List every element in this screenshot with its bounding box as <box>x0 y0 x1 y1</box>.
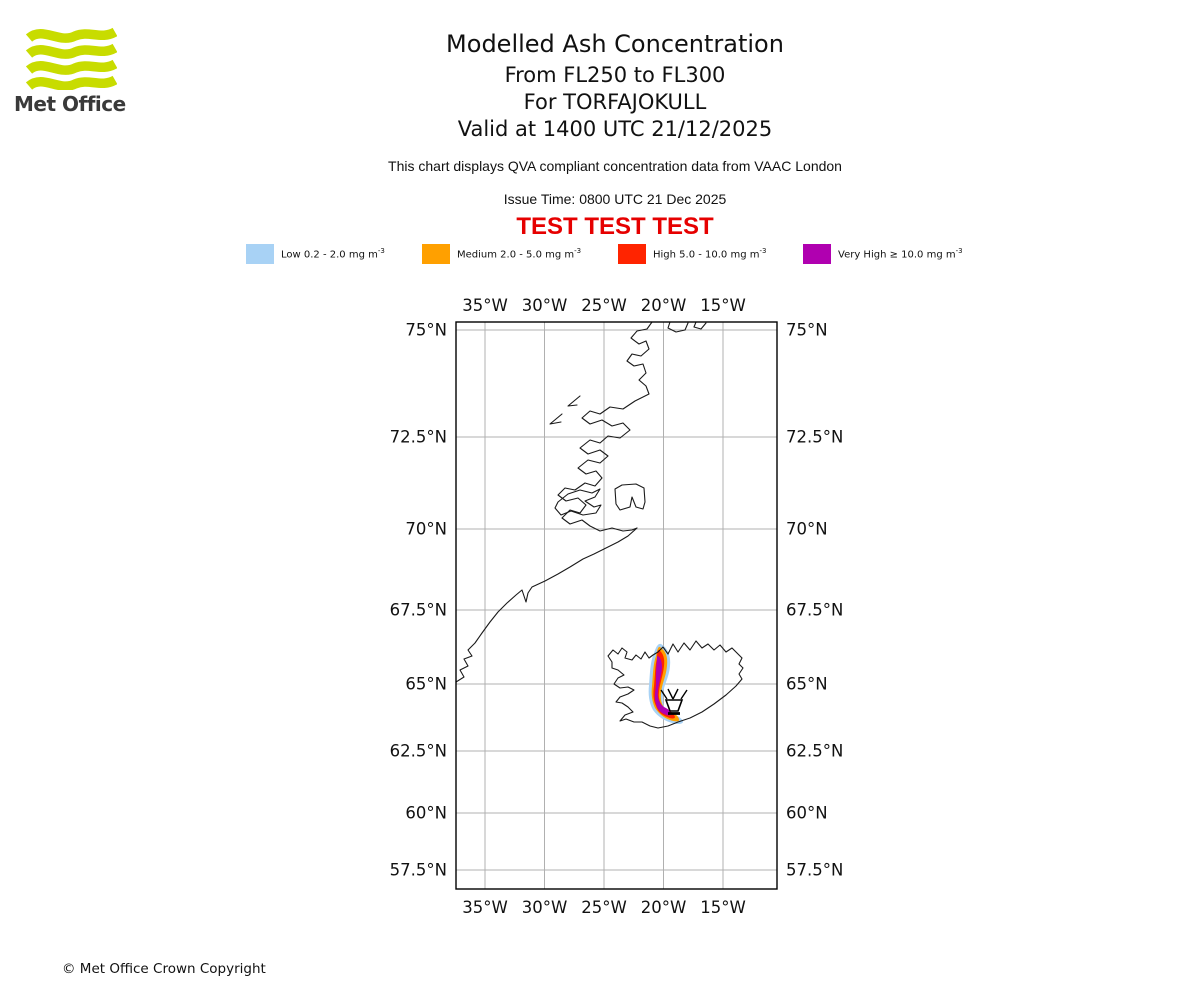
lat-tick-label: 57.5°N <box>390 861 447 880</box>
lat-tick-label: 60°N <box>405 804 447 823</box>
lon-tick-label: 35°W <box>462 296 508 315</box>
greenland-top-islets <box>667 322 707 333</box>
legend-label-low: Low 0.2 - 2.0 mg m-3 <box>281 247 385 261</box>
legend-swatch-high <box>618 244 646 264</box>
lat-tick-label: 67.5°N <box>390 601 447 620</box>
lon-tick-label: 30°W <box>522 898 568 917</box>
crown-copyright: © Met Office Crown Copyright <box>62 961 266 977</box>
lat-tick-label: 65°N <box>786 675 828 694</box>
lat-tick-label: 70°N <box>786 520 828 539</box>
legend-item-high: High 5.0 - 10.0 mg m-3 <box>618 243 766 265</box>
legend-label-very-high: Very High ≥ 10.0 mg m-3 <box>838 247 963 261</box>
legend-item-very-high: Very High ≥ 10.0 mg m-3 <box>803 243 963 265</box>
plume-band-very-high <box>654 655 671 716</box>
ash-map: 35°W 30°W 25°W 20°W 15°W 35°W 30°W 25°W … <box>390 296 844 917</box>
subtitle-volcano: For TORFAJOKULL <box>523 90 707 114</box>
lon-tick-label: 25°W <box>581 898 627 917</box>
lat-tick-label: 60°N <box>786 804 828 823</box>
lat-tick-label: 62.5°N <box>786 742 843 761</box>
issue-time: Issue Time: 0800 UTC 21 Dec 2025 <box>503 191 727 207</box>
page-title: Modelled Ash Concentration <box>446 30 784 58</box>
lat-tick-label: 75°N <box>405 321 447 340</box>
greenland-island-b <box>614 483 646 511</box>
legend-swatch-medium-icon <box>422 244 450 264</box>
legend-swatch-high-icon <box>618 244 646 264</box>
volcano-marker <box>660 688 688 715</box>
lon-labels-top: 35°W 30°W 25°W 20°W 15°W <box>462 296 746 315</box>
legend-swatch-low <box>246 244 274 264</box>
subtitle-flight-levels: From FL250 to FL300 <box>504 63 726 87</box>
map-panel: 35°W 30°W 25°W 20°W 15°W 35°W 30°W 25°W … <box>380 290 850 920</box>
test-banner: TEST TEST TEST <box>516 213 714 240</box>
iceland-coastline <box>607 640 744 729</box>
greenland-island-a <box>554 488 602 516</box>
met-office-logo-text: Met Office <box>14 92 126 116</box>
lat-tick-label: 65°N <box>405 675 447 694</box>
subtitle-valid-time: Valid at 1400 UTC 21/12/2025 <box>457 117 773 141</box>
legend-swatch-medium <box>422 244 450 264</box>
volcano-cone-icon <box>664 699 684 712</box>
legend-swatch-low-icon <box>246 244 274 264</box>
legend-swatch-very-high <box>803 244 831 264</box>
lon-tick-label: 15°W <box>700 898 746 917</box>
met-office-logo: Met Office <box>14 26 134 116</box>
lat-tick-label: 62.5°N <box>390 742 447 761</box>
lat-tick-label: 57.5°N <box>786 861 843 880</box>
lon-tick-label: 30°W <box>522 296 568 315</box>
legend-item-low: Low 0.2 - 2.0 mg m-3 <box>246 243 385 265</box>
lat-tick-label: 72.5°N <box>390 428 447 447</box>
qva-description: This chart displays QVA compliant concen… <box>388 158 842 174</box>
lat-tick-label: 70°N <box>405 520 447 539</box>
volcano-eruption-rays-icon <box>660 688 688 700</box>
met-office-waves-icon <box>25 27 117 90</box>
greenland-coastline <box>456 322 653 683</box>
lon-tick-label: 15°W <box>700 296 746 315</box>
lat-tick-label: 72.5°N <box>786 428 843 447</box>
legend-item-medium: Medium 2.0 - 5.0 mg m-3 <box>422 243 581 265</box>
map-border <box>455 321 778 890</box>
greenland-fjord-spikes <box>549 395 581 425</box>
lat-labels-left: 75°N 72.5°N 70°N 67.5°N 65°N 62.5°N 60°N… <box>390 321 447 880</box>
legend-label-medium: Medium 2.0 - 5.0 mg m-3 <box>457 247 582 261</box>
lat-labels-right: 75°N 72.5°N 70°N 67.5°N 65°N 62.5°N 60°N… <box>786 321 843 880</box>
lon-tick-label: 20°W <box>641 296 687 315</box>
legend-swatch-very-high-icon <box>803 244 831 264</box>
legend-label-high: High 5.0 - 10.0 mg m-3 <box>653 247 767 261</box>
lon-tick-label: 20°W <box>641 898 687 917</box>
lon-tick-label: 35°W <box>462 898 508 917</box>
ash-plume <box>648 643 684 725</box>
lon-labels-bottom: 35°W 30°W 25°W 20°W 15°W <box>462 898 746 917</box>
lat-tick-label: 75°N <box>786 321 828 340</box>
lat-tick-label: 67.5°N <box>786 601 843 620</box>
lon-tick-label: 25°W <box>581 296 627 315</box>
